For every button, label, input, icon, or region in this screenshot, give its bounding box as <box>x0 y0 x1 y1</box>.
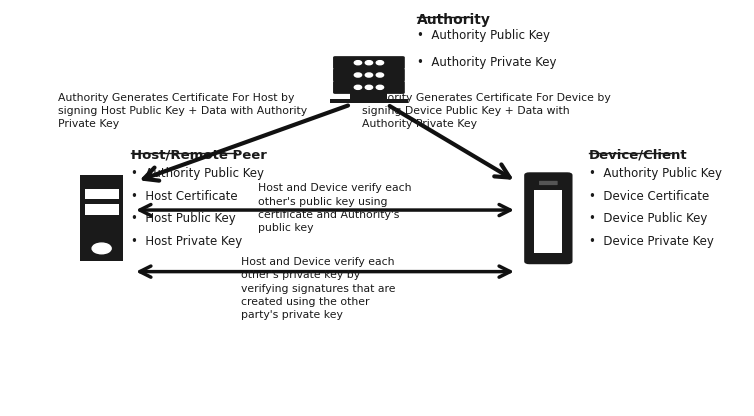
FancyBboxPatch shape <box>524 172 572 264</box>
FancyBboxPatch shape <box>84 205 118 215</box>
Text: Authority Generates Certificate For Host by
signing Host Public Key + Data with : Authority Generates Certificate For Host… <box>58 93 307 129</box>
Text: •  Host Private Key: • Host Private Key <box>131 235 242 248</box>
Text: Host/Remote Peer: Host/Remote Peer <box>131 149 267 161</box>
Circle shape <box>376 85 384 89</box>
Text: •  Device Certificate: • Device Certificate <box>589 190 709 203</box>
Text: Authority: Authority <box>416 13 490 27</box>
FancyBboxPatch shape <box>330 99 408 103</box>
FancyBboxPatch shape <box>333 81 405 94</box>
Text: Authority Generates Certificate For Device by
signing Device Public Key + Data w: Authority Generates Certificate For Devi… <box>362 93 610 129</box>
FancyBboxPatch shape <box>351 94 388 99</box>
FancyBboxPatch shape <box>539 181 558 185</box>
Circle shape <box>354 61 362 65</box>
Text: •  Host Public Key: • Host Public Key <box>131 212 236 225</box>
Text: •  Host Certificate: • Host Certificate <box>131 190 238 203</box>
FancyBboxPatch shape <box>81 175 123 261</box>
Circle shape <box>365 73 372 77</box>
Text: •  Authority Public Key: • Authority Public Key <box>416 30 550 42</box>
FancyBboxPatch shape <box>535 190 562 253</box>
Circle shape <box>92 243 111 254</box>
Text: •  Authority Private Key: • Authority Private Key <box>416 56 556 69</box>
Text: •  Authority Public Key: • Authority Public Key <box>131 167 264 180</box>
Text: Host and Device verify each
other's private key by
verifying signatures that are: Host and Device verify each other's priv… <box>241 257 395 320</box>
Circle shape <box>365 61 372 65</box>
FancyBboxPatch shape <box>84 189 118 199</box>
Text: Host and Device verify each
other's public key using
certificate and Authority's: Host and Device verify each other's publ… <box>258 183 411 233</box>
Text: •  Authority Public Key: • Authority Public Key <box>589 167 722 180</box>
Circle shape <box>354 85 362 89</box>
Circle shape <box>354 73 362 77</box>
Text: Device/Client: Device/Client <box>589 149 687 161</box>
Circle shape <box>376 73 384 77</box>
Circle shape <box>376 61 384 65</box>
Text: •  Device Public Key: • Device Public Key <box>589 212 707 225</box>
Circle shape <box>365 85 372 89</box>
Text: •  Device Private Key: • Device Private Key <box>589 235 713 248</box>
FancyBboxPatch shape <box>333 56 405 69</box>
FancyBboxPatch shape <box>333 69 405 82</box>
